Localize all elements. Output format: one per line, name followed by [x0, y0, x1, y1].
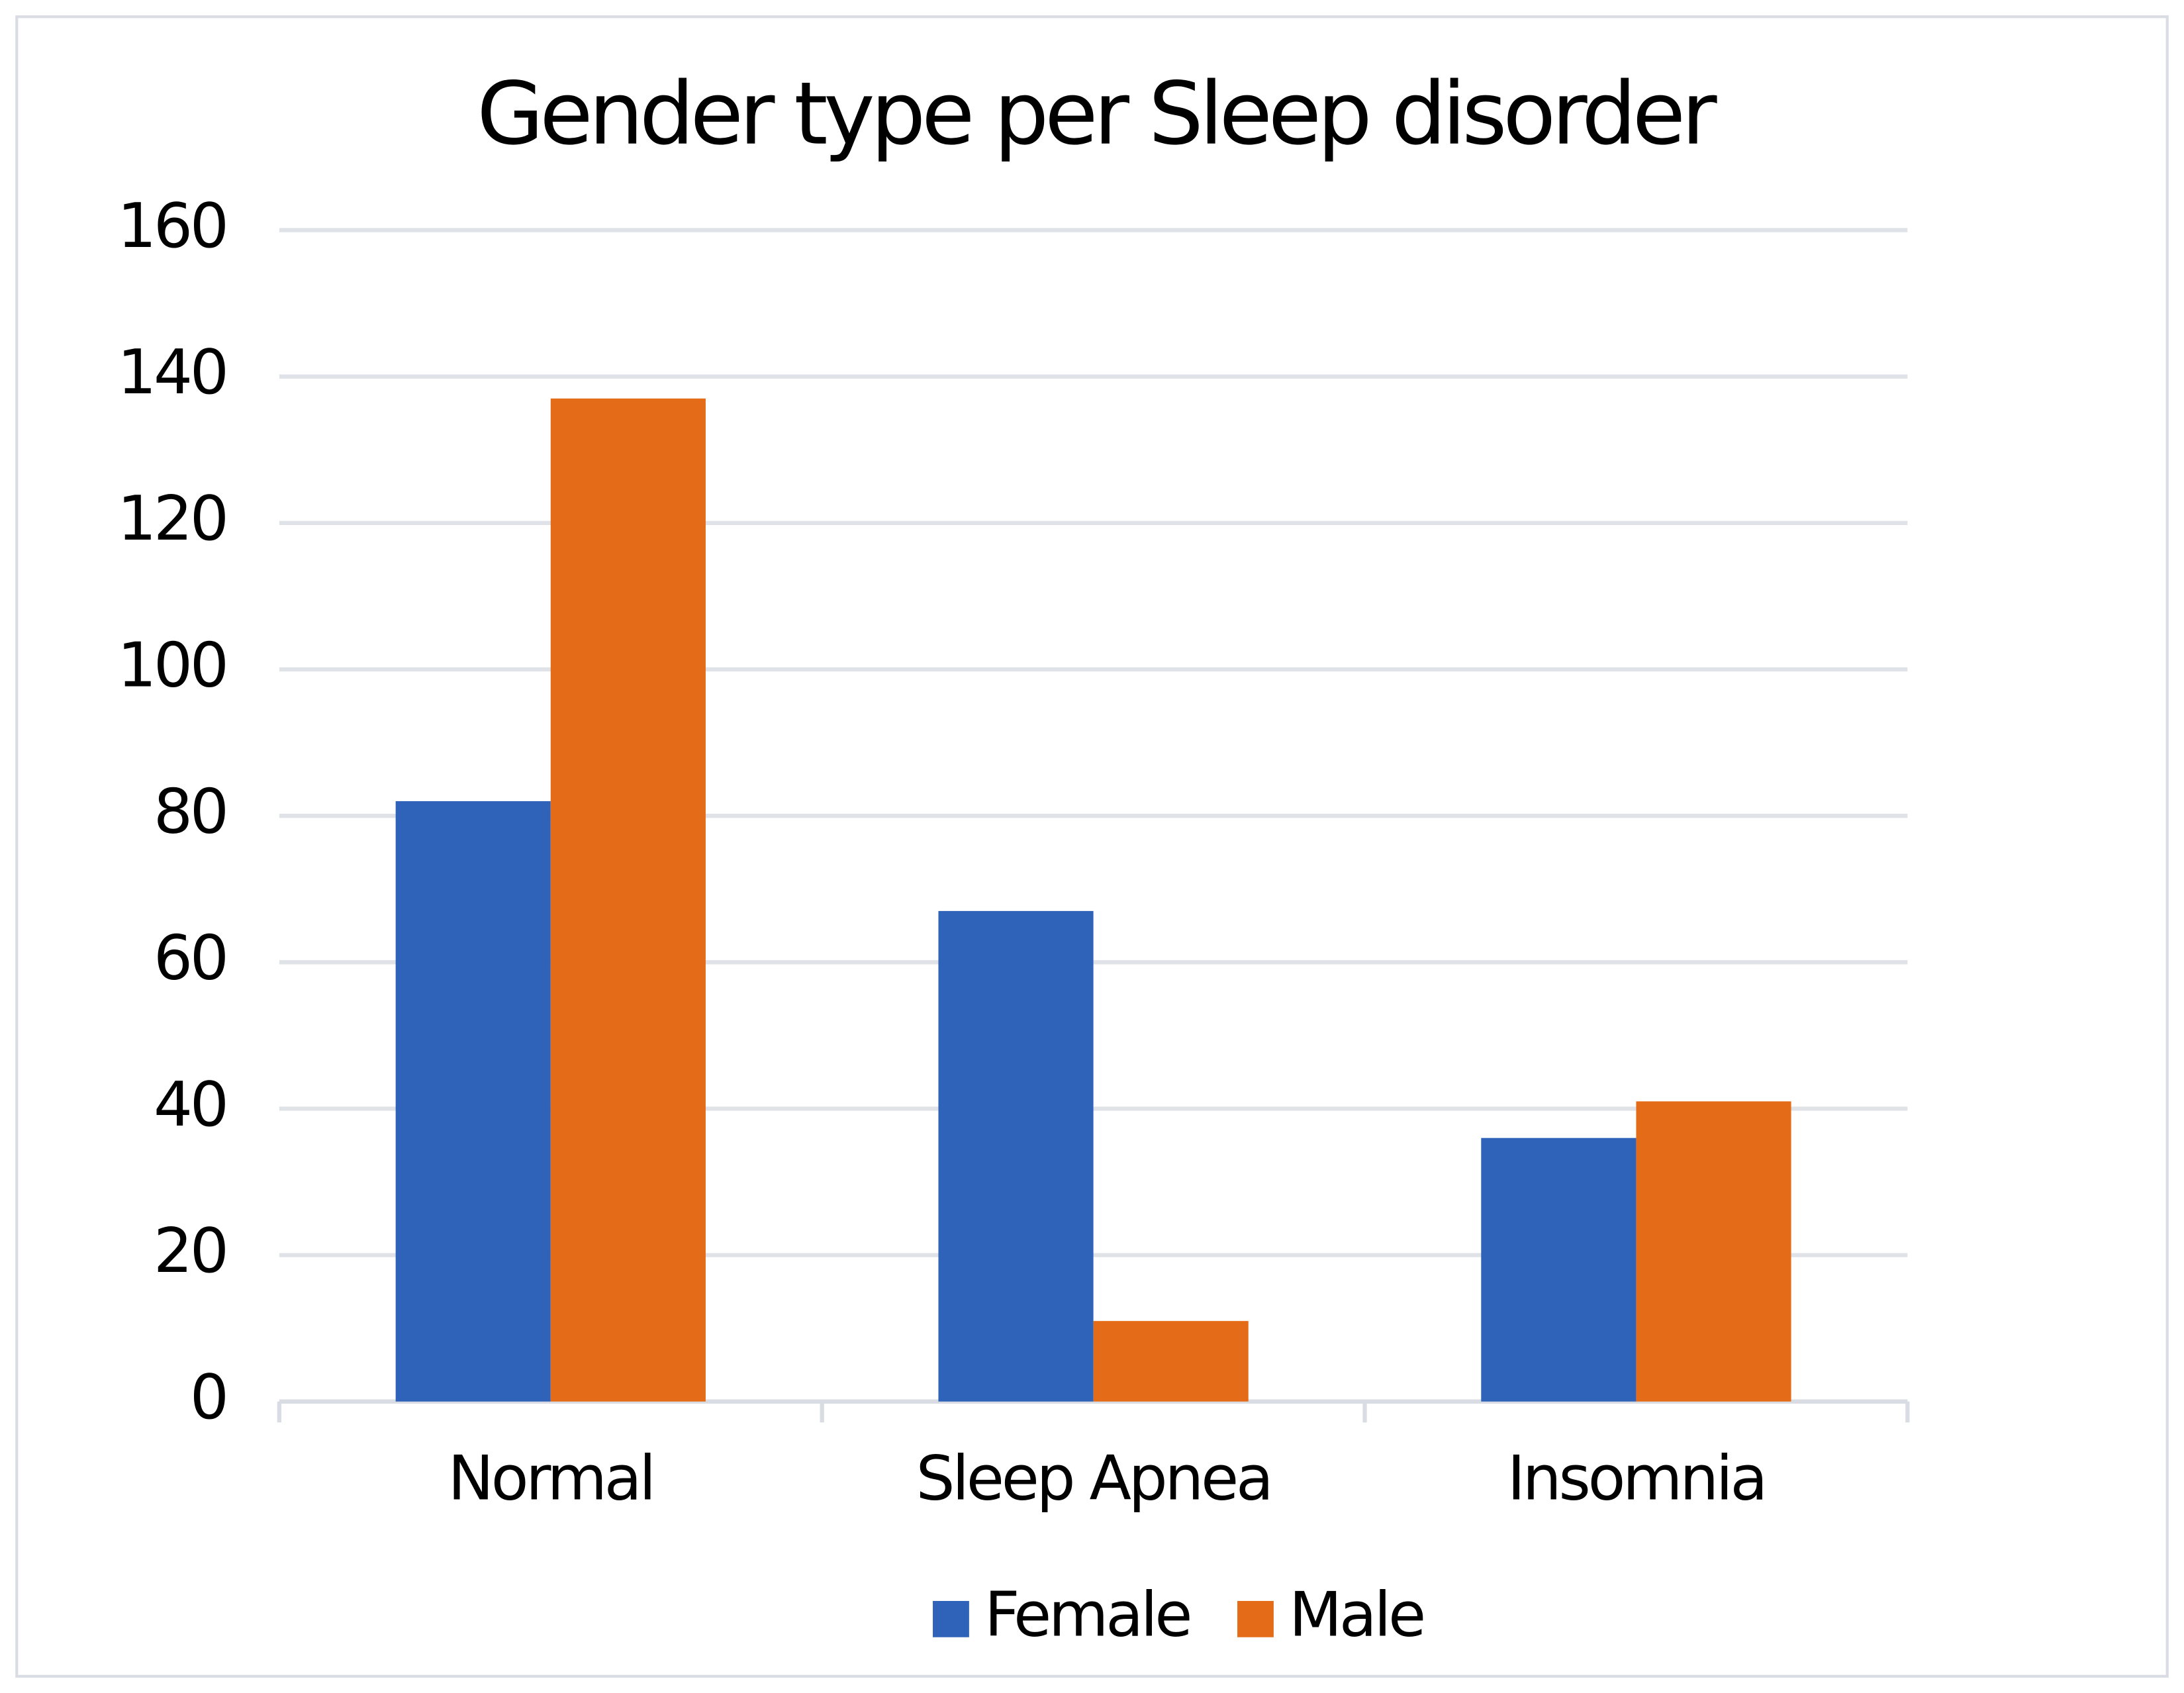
x-tick-label: Sleep Apnea — [916, 1442, 1271, 1514]
legend-swatch — [933, 1600, 969, 1637]
bar — [1093, 1321, 1249, 1402]
y-tick-label: 100 — [117, 629, 226, 701]
x-tick-label: Normal — [448, 1442, 653, 1514]
legend-swatch — [1237, 1600, 1274, 1637]
bar — [1481, 1137, 1637, 1402]
y-tick-label: 20 — [154, 1215, 226, 1286]
bar — [550, 398, 706, 1402]
bar — [1636, 1101, 1791, 1402]
bar — [938, 910, 1094, 1402]
legend-label: Female — [984, 1579, 1190, 1651]
y-tick-label: 120 — [117, 483, 226, 554]
y-tick-label: 160 — [117, 190, 226, 262]
y-tick-label: 60 — [154, 922, 226, 994]
y-tick-label: 140 — [117, 336, 226, 408]
chart-border — [15, 15, 2169, 1678]
y-tick-label: 0 — [190, 1361, 226, 1433]
chart-title: Gender type per Sleep disorder — [477, 64, 1717, 164]
x-tick-label: Insomnia — [1507, 1442, 1765, 1514]
legend-label: Male — [1289, 1579, 1423, 1651]
bar — [395, 801, 551, 1402]
y-tick-label: 80 — [154, 776, 226, 847]
y-tick-label: 40 — [154, 1069, 226, 1140]
